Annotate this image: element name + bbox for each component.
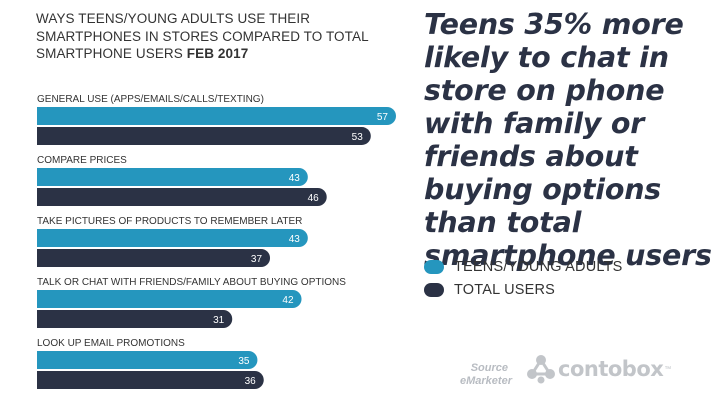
bar-teens — [37, 229, 308, 247]
bar-total — [37, 310, 233, 328]
legend-swatch-teens — [424, 260, 444, 274]
data-label: 31 — [213, 315, 225, 326]
bar-teens — [37, 107, 396, 125]
bar-chart: GENERAL USE (APPS/EMAILS/CALLS/TEXTING) 5… — [37, 94, 396, 389]
category-label: TALK OR CHAT WITH FRIENDS/FAMILY ABOUT B… — [37, 277, 346, 288]
category-label: GENERAL USE (APPS/EMAILS/CALLS/TEXTING) — [37, 94, 264, 105]
bar-total — [37, 371, 264, 389]
data-label: 35 — [238, 356, 250, 367]
logo-trademark: ™ — [664, 365, 672, 373]
category-label: LOOK UP EMAIL PROMOTIONS — [37, 338, 185, 349]
chart-legend: TEENS/YOUNG ADULTS TOTAL USERS — [424, 256, 623, 302]
data-label: 43 — [289, 234, 301, 245]
bar-teens — [37, 290, 302, 308]
legend-label-total: TOTAL USERS — [454, 282, 556, 298]
data-label: 36 — [245, 376, 257, 387]
source-credit: Source eMarketer — [460, 362, 512, 388]
source-name: eMarketer — [460, 375, 512, 387]
contobox-logo-icon — [527, 355, 555, 384]
legend-item-teens: TEENS/YOUNG ADULTS — [424, 256, 623, 278]
data-label: 53 — [352, 132, 364, 143]
headline: Teens 35% more likely to chat in store o… — [424, 8, 712, 272]
chart-title-text: WAYS TEENS/YOUNG ADULTS USE THEIR SMARTP… — [36, 11, 369, 61]
logo-text: contobox — [558, 357, 664, 381]
source-label: Source — [470, 362, 508, 374]
legend-item-total: TOTAL USERS — [424, 279, 623, 301]
bar-total — [37, 249, 271, 267]
data-label: 43 — [289, 173, 301, 184]
legend-label-teens: TEENS/YOUNG ADULTS — [454, 259, 623, 275]
category-label: TAKE PICTURES OF PRODUCTS TO REMEMBER LA… — [37, 216, 302, 227]
data-label: 46 — [308, 193, 320, 204]
bar-total — [37, 127, 371, 145]
legend-swatch-total — [424, 283, 444, 297]
category-label: COMPARE PRICES — [37, 155, 127, 166]
bar-total — [37, 188, 327, 206]
bar-teens — [37, 351, 258, 369]
chart-title-date: FEB 2017 — [186, 46, 249, 61]
bar-teens — [37, 168, 308, 186]
data-label: 42 — [282, 295, 294, 306]
data-label: 37 — [251, 254, 263, 265]
chart-title: WAYS TEENS/YOUNG ADULTS USE THEIR SMARTP… — [36, 10, 396, 63]
data-label: 57 — [377, 112, 389, 123]
contobox-logo: contobox ™ — [526, 354, 671, 384]
